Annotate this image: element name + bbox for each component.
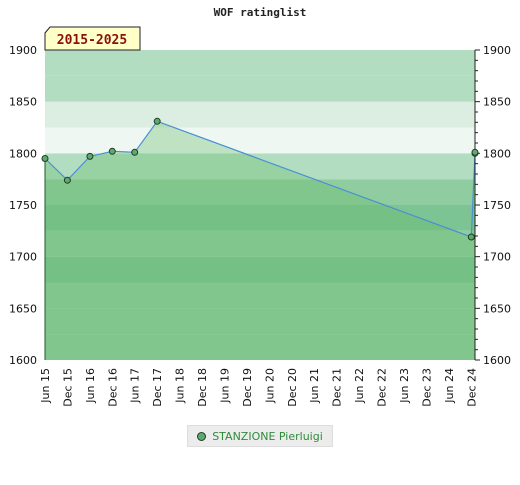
x-tick-label: Dec 24 — [465, 368, 478, 407]
y-tick-label-left: 1750 — [9, 199, 37, 212]
background-band — [45, 153, 475, 180]
y-tick-label-right: 1650 — [483, 302, 511, 315]
y-tick-label-right: 1750 — [483, 199, 511, 212]
marker-layer — [41, 117, 479, 241]
background-band — [45, 334, 475, 360]
x-tick-label: Jun 21 — [308, 368, 321, 404]
background-band — [45, 75, 475, 102]
background-band — [45, 230, 475, 257]
data-point — [41, 155, 49, 162]
data-point — [108, 147, 116, 155]
y-tick-label-right: 1900 — [483, 44, 511, 57]
y-tick-label-right: 1600 — [483, 354, 511, 367]
x-tick-label: Jun 18 — [174, 368, 187, 404]
x-tick-label: Dec 22 — [376, 368, 389, 407]
background-band — [45, 101, 475, 128]
y-axis-left: 1600 1650 1700 1750 1800 1850 1900 — [9, 44, 37, 367]
x-tick-label: Jun 16 — [84, 368, 97, 404]
x-tick-label: Dec 15 — [61, 368, 74, 407]
x-tick-label: Jun 23 — [398, 368, 411, 404]
x-tick-label: Dec 23 — [420, 368, 433, 407]
x-tick-label: Jun 24 — [443, 368, 456, 404]
legend-label: STANZIONE Pierluigi — [212, 429, 323, 443]
background-band — [45, 308, 475, 335]
data-point — [63, 176, 71, 184]
x-tick-label: Jun 19 — [219, 368, 232, 404]
background-band — [45, 205, 475, 231]
data-point — [86, 152, 94, 160]
x-tick-label: Jun 15 — [39, 368, 52, 404]
background-band — [45, 179, 475, 205]
x-axis: Jun 15 Dec 15 Jun 16 Dec 16 Jun 17 Dec 17 Jun … — [39, 368, 478, 407]
background-band — [45, 50, 475, 76]
x-tick-label: Jun 22 — [353, 368, 366, 404]
y-tick-label-right: 1700 — [483, 251, 511, 264]
y-tick-label-left: 1850 — [9, 96, 37, 109]
y-tick-label-left: 1600 — [9, 354, 37, 367]
legend: STANZIONE Pierluigi — [187, 425, 333, 447]
chart-title: WOF ratinglist — [214, 6, 307, 19]
data-point — [131, 148, 139, 156]
y-tick-label-right: 1850 — [483, 96, 511, 109]
x-tick-label: Dec 19 — [241, 368, 254, 407]
data-point — [153, 117, 161, 125]
badge-text: 2015-2025 — [57, 33, 127, 48]
data-point — [471, 148, 479, 156]
series-area — [45, 121, 475, 360]
background-band — [45, 127, 475, 154]
period-badge: 2015-2025 — [44, 26, 141, 51]
x-tick-label: Dec 17 — [151, 368, 164, 407]
y-tick-label-right: 1800 — [483, 147, 511, 160]
x-tick-label: Dec 20 — [286, 368, 299, 407]
data-point — [467, 233, 475, 241]
x-tick-label: Jun 17 — [129, 368, 142, 404]
x-tick-label: Dec 16 — [106, 368, 119, 407]
x-tick-label: Dec 21 — [331, 368, 344, 407]
legend-marker-icon — [197, 431, 207, 441]
y-tick-label-left: 1900 — [9, 44, 37, 57]
y-tick-label-left: 1700 — [9, 251, 37, 264]
background-bands — [45, 50, 475, 360]
background-band — [45, 256, 475, 283]
badge-shape — [44, 26, 141, 51]
y-axis-right: 1600 1650 1700 1750 1800 1850 1900 — [474, 44, 511, 367]
y-tick-label-left: 1650 — [9, 302, 37, 315]
x-tick-label: Dec 18 — [196, 368, 209, 407]
y-tick-label-left: 1800 — [9, 147, 37, 160]
x-tick-label: Jun 20 — [263, 368, 276, 404]
background-band — [45, 282, 475, 309]
